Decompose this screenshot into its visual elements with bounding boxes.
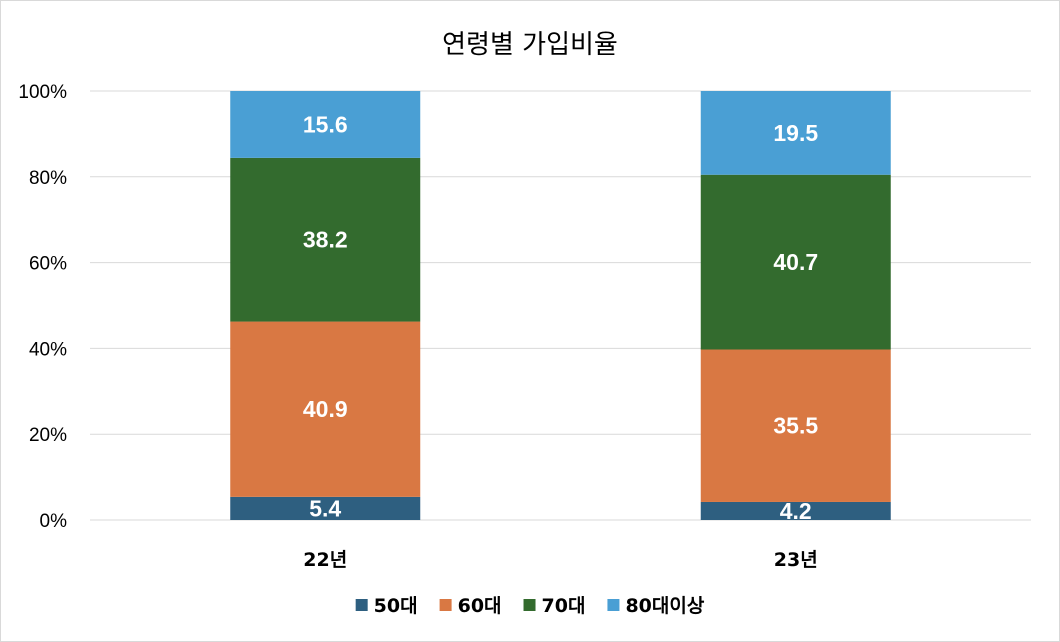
data-label: 35.5 [773,413,818,439]
legend: 50대 60대 70대 80대이상 [355,595,705,617]
legend-swatch [607,599,620,611]
y-axis-ticks: 0% 20% 40% 60% 80% 100% [18,82,67,532]
legend-item: 80대이상 [607,595,705,617]
legend-item: 60대 [439,595,502,617]
bar-segment [700,501,891,520]
legend-item: 50대 [355,595,418,617]
y-tick-label: 100% [18,82,67,103]
bar-segment [230,321,421,497]
y-tick-label: 60% [29,254,67,275]
y-tick-label: 0% [40,511,68,532]
legend-swatch [439,599,452,611]
legend-label: 80대이상 [625,595,704,617]
legend-swatch [355,599,368,611]
chart-title: 연령별 가입비율 [442,30,618,60]
data-label: 40.7 [773,249,818,275]
legend-label: 50대 [374,595,418,617]
y-tick-label: 20% [29,425,67,446]
bar-segment [700,349,891,502]
legend-label: 70대 [542,595,586,617]
bar-segment [230,91,421,158]
bar-segment [700,91,891,175]
bar-segment [230,496,421,520]
y-tick-label: 40% [29,339,67,360]
data-label: 5.4 [309,495,341,521]
x-category-label: 22년 [303,549,347,571]
legend-swatch [523,599,536,611]
data-label: 4.2 [780,498,812,524]
data-label: 15.6 [303,111,348,137]
data-label: 40.9 [303,396,348,422]
data-labels: 5.4 40.9 38.2 15.6 4.2 35.5 40.7 19.5 [303,111,818,524]
bar-segment [700,174,891,350]
y-tick-label: 80% [29,168,67,189]
bar-segment [230,157,421,322]
x-category-label: 23년 [774,549,818,571]
legend-item: 70대 [523,595,586,617]
x-axis-categories: 22년 23년 [303,549,817,571]
data-label: 38.2 [303,227,348,253]
legend-label: 60대 [458,595,502,617]
bars [230,91,891,520]
data-label: 19.5 [773,120,818,146]
